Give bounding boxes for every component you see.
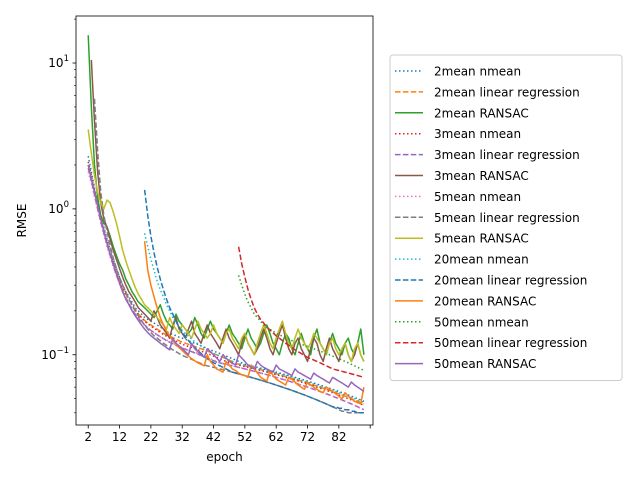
x-tick-label: 62	[269, 430, 284, 444]
x-tick-label: 2	[84, 430, 92, 444]
series-line-10	[143, 189, 364, 414]
y-tick-label: 100	[48, 200, 69, 216]
legend-label: 2mean nmean	[434, 65, 521, 79]
series-line-5	[90, 59, 365, 363]
series-line-12	[237, 275, 365, 372]
legend-label: 2mean linear regression	[434, 85, 580, 99]
x-tick-label: 72	[300, 430, 315, 444]
y-tick-label: 10−1	[41, 346, 69, 362]
legend-label: 5mean linear regression	[434, 211, 580, 225]
legend-label: 3mean linear regression	[434, 148, 580, 162]
legend-label: 50mean linear regression	[434, 336, 587, 350]
legend-frame	[389, 54, 623, 381]
series-line-0	[87, 155, 365, 402]
x-tick-label: 32	[175, 430, 190, 444]
legend-label: 3mean RANSAC	[434, 169, 529, 183]
y-axis-ticks: 10−1 100 101	[41, 18, 76, 414]
legend-label: 20mean RANSAC	[434, 294, 536, 308]
x-tick-label: 12	[112, 430, 127, 444]
legend-label: 2mean RANSAC	[434, 106, 529, 120]
x-axis-label: epoch	[206, 450, 243, 464]
legend-label: 20mean linear regression	[434, 274, 587, 288]
legend-label: 50mean nmean	[434, 315, 529, 329]
series-line-4	[87, 168, 365, 411]
legend: 2mean nmean 2mean linear regression 2mean …	[389, 54, 623, 381]
y-tick-label: 101	[48, 54, 69, 70]
axes-frame	[75, 15, 374, 426]
series-line-13	[237, 246, 365, 379]
x-tick-label: 52	[237, 430, 252, 444]
legend-label: 3mean nmean	[434, 127, 521, 141]
x-axis-ticks: 2 12 22 32 42 52 62 72 82	[84, 425, 371, 444]
legend-label: 5mean RANSAC	[434, 232, 529, 246]
legend-label: 50mean RANSAC	[434, 357, 536, 371]
y-axis-label: RMSE	[15, 204, 29, 238]
legend-label: 5mean nmean	[434, 190, 521, 204]
x-tick-label: 42	[206, 430, 221, 444]
x-tick-label: 22	[143, 430, 158, 444]
series-line-7	[93, 98, 361, 414]
series-line-14	[87, 164, 365, 393]
series-line-8	[87, 129, 365, 363]
series-line-6	[87, 171, 365, 411]
plot-lines	[87, 35, 365, 414]
legend-label: 20mean nmean	[434, 253, 529, 267]
x-tick-label: 82	[331, 430, 346, 444]
